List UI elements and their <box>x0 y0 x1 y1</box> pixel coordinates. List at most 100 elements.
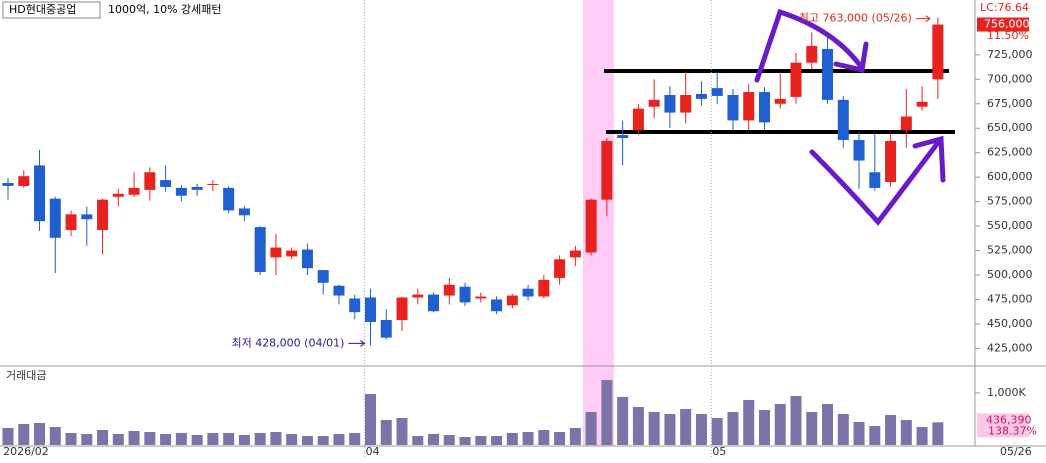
indicator: LC:76.64 <box>980 1 1029 14</box>
low-note: 최저 428,000 (04/01) <box>231 336 344 349</box>
candle-body <box>632 108 644 131</box>
candle-body <box>97 199 109 230</box>
volume-bar <box>81 433 93 445</box>
candle-body <box>175 187 187 196</box>
volume-bar <box>34 422 46 445</box>
volume-bar <box>774 404 786 445</box>
volume-bar <box>601 379 613 445</box>
candle-body <box>286 250 298 257</box>
change: 11.50% <box>987 29 1029 42</box>
volume-bar <box>885 414 897 445</box>
volume-bar <box>286 433 298 445</box>
volume-bar <box>806 411 818 445</box>
volume-bar <box>443 435 455 445</box>
price-label: 756,000 <box>984 18 1030 31</box>
candle-body <box>491 299 503 312</box>
volume-bar <box>428 433 440 445</box>
volume-bar <box>632 406 644 445</box>
volume-bar <box>254 432 266 445</box>
candle-body <box>806 46 818 63</box>
volume-bar <box>160 433 172 445</box>
candle-body <box>853 139 865 161</box>
candle-body <box>191 186 203 190</box>
volume-bar <box>349 432 361 445</box>
candle-body <box>506 295 518 306</box>
volume-bar <box>900 419 912 445</box>
candle-body <box>333 285 345 296</box>
y-tick-label: 500,000 <box>987 268 1033 281</box>
volume-bar <box>837 413 849 445</box>
candle-body <box>727 94 739 121</box>
candle-body <box>65 214 77 230</box>
candle-body <box>569 250 581 258</box>
candle-body <box>128 187 140 195</box>
candle-body <box>664 94 676 113</box>
volume-bar <box>695 413 707 445</box>
volume-bar <box>932 422 944 445</box>
y-tick-label: 1,000K <box>987 386 1026 399</box>
volume-bar <box>538 430 550 445</box>
volume-bar <box>65 432 77 445</box>
volume-bar <box>711 417 723 445</box>
x-tick-label: 05 <box>712 445 726 458</box>
volume-ratio: 138.37% <box>988 424 1037 437</box>
volume-bar <box>128 431 140 445</box>
candle-body <box>837 99 849 140</box>
candle-body <box>18 176 30 186</box>
candle-body <box>443 284 455 296</box>
volume-bar <box>569 427 581 445</box>
candle-body <box>743 92 755 121</box>
volume-bar <box>664 413 676 445</box>
volume-bar <box>743 399 755 445</box>
y-tick-label: 675,000 <box>987 97 1033 110</box>
volume-bar <box>112 433 124 445</box>
candle-body <box>301 249 313 269</box>
volume-bar <box>223 432 235 445</box>
candle-body <box>601 140 613 200</box>
candle-body <box>822 48 834 100</box>
volume-bar <box>758 409 770 445</box>
candle-body <box>34 165 46 222</box>
candle-body <box>869 172 881 188</box>
candle-body <box>49 198 61 238</box>
volume-bar <box>317 435 329 445</box>
candle-body <box>916 101 928 107</box>
candle-body <box>160 180 172 187</box>
volume-bar <box>238 435 250 445</box>
volume-bar <box>648 411 660 445</box>
volume-bar <box>459 436 471 445</box>
volume-bar <box>491 435 503 445</box>
volume-bar <box>270 431 282 445</box>
drawn-annotations <box>604 8 955 226</box>
volume-label-box <box>977 413 1029 438</box>
volume-bar <box>18 423 30 445</box>
candle-body <box>223 187 235 211</box>
candle-body <box>81 214 93 220</box>
candle-body <box>270 247 282 258</box>
candle-body <box>459 286 471 303</box>
volume-bar <box>790 395 802 445</box>
volume-title: 거래대금 <box>6 369 46 382</box>
volume-bar <box>822 404 834 445</box>
volume-label: 436,390 <box>986 413 1032 426</box>
volume-bar <box>727 411 739 445</box>
candle-body <box>774 98 786 104</box>
volume-bar <box>522 431 534 445</box>
candle-body <box>475 296 487 299</box>
arrow-head <box>360 340 366 347</box>
volume-bar <box>97 430 109 445</box>
price-label-box <box>977 17 1029 32</box>
chart-title: HD현대중공업 <box>9 3 76 16</box>
y-tick-label: 600,000 <box>987 170 1033 183</box>
volume-bar <box>2 427 14 445</box>
y-tick-label: 450,000 <box>987 317 1033 330</box>
candle-body <box>711 88 723 96</box>
title-box <box>2 1 101 19</box>
candle-body <box>522 288 534 297</box>
volume-bar <box>853 422 865 445</box>
y-tick-label: 525,000 <box>987 244 1033 257</box>
candle-body <box>695 93 707 99</box>
candle-body <box>538 279 550 297</box>
volume-bar <box>175 432 187 445</box>
candle-body <box>617 135 629 139</box>
